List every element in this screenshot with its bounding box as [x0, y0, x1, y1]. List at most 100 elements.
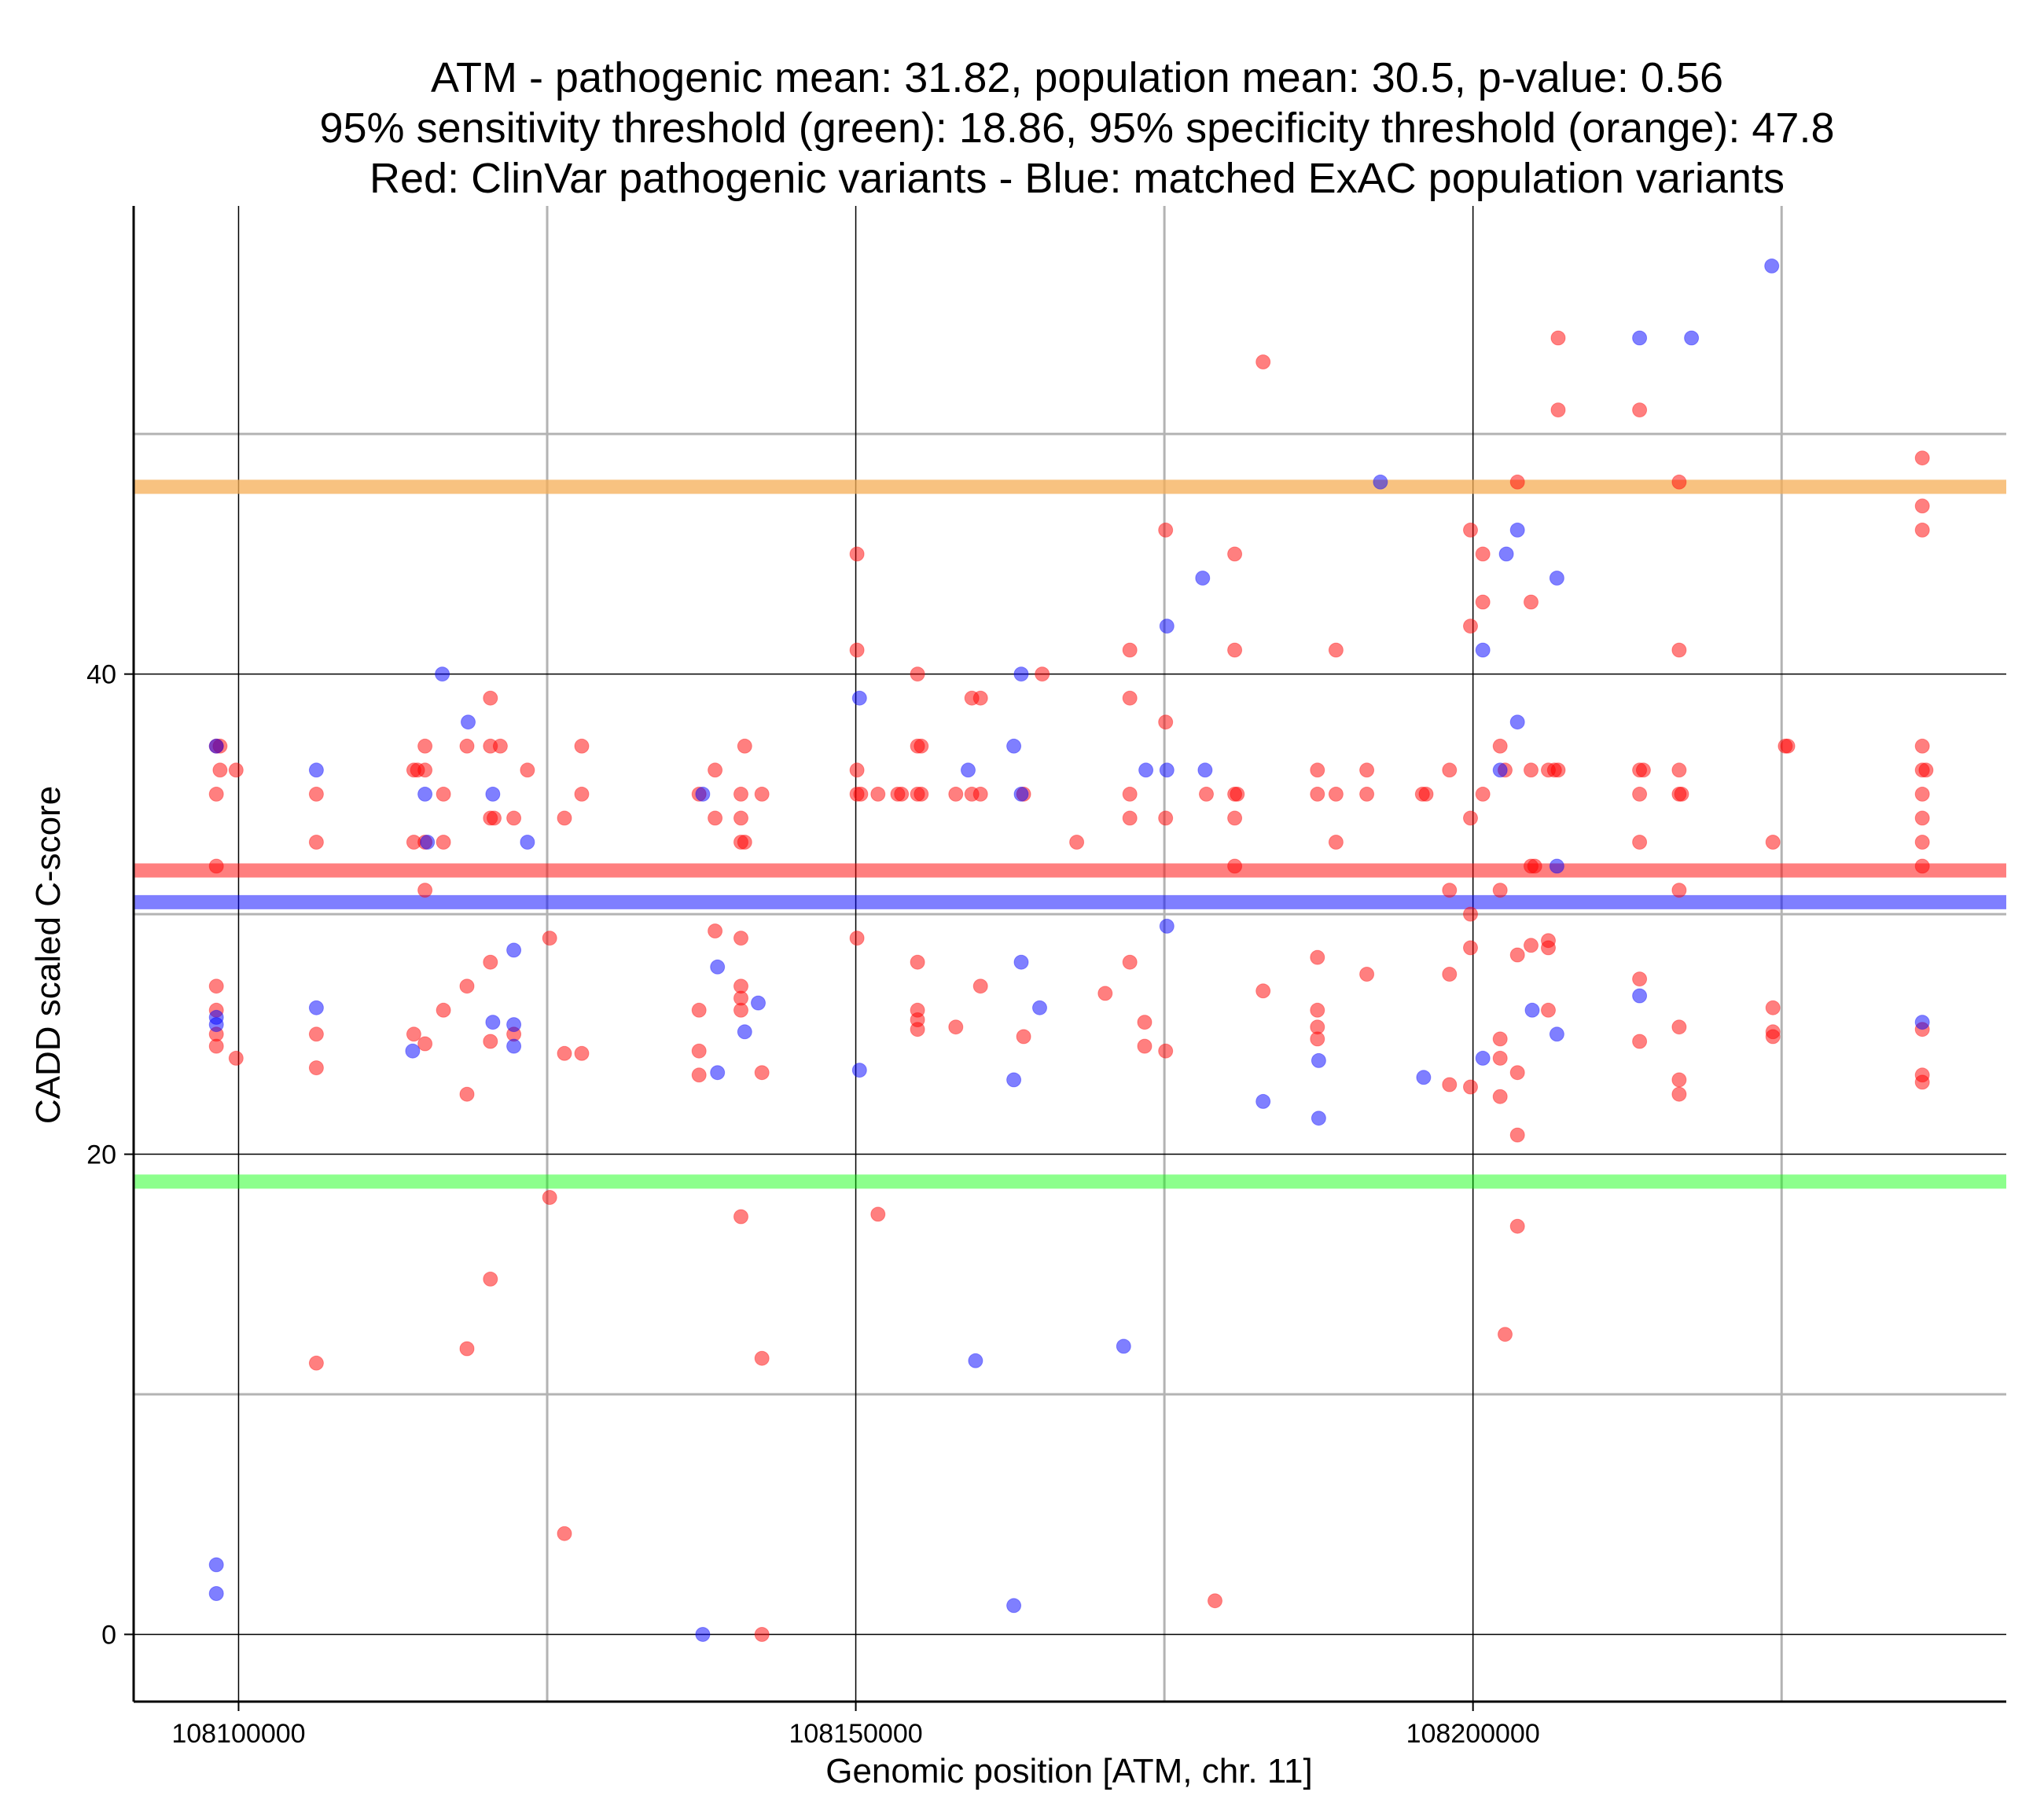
- pathogenic-point: [708, 924, 723, 938]
- pathogenic-point: [972, 786, 988, 802]
- population-point: [1684, 330, 1700, 346]
- pathogenic-point: [1097, 986, 1113, 1001]
- pathogenic-point: [1524, 938, 1539, 953]
- pathogenic-point: [483, 1271, 498, 1287]
- pathogenic-point: [849, 546, 865, 562]
- pathogenic-point: [737, 738, 752, 754]
- population-point: [417, 786, 433, 802]
- pathogenic-point: [1328, 786, 1344, 802]
- pathogenic-point: [308, 1355, 324, 1371]
- y-tick-label: 20: [86, 1140, 116, 1170]
- population-point: [1492, 762, 1508, 778]
- pathogenic-point: [691, 1043, 707, 1059]
- pathogenic-point: [436, 786, 451, 802]
- pathogenic-point: [1918, 762, 1934, 778]
- pathogenic-point: [1137, 1038, 1153, 1054]
- pathogenic-point: [1442, 762, 1458, 778]
- population-point: [1416, 1070, 1432, 1085]
- pathogenic-point: [1442, 967, 1458, 982]
- pathogenic-point: [849, 931, 865, 946]
- pathogenic-point: [870, 786, 886, 802]
- population-point: [1013, 786, 1029, 802]
- pathogenic-point: [1671, 1086, 1687, 1102]
- population-point: [208, 1557, 224, 1573]
- pathogenic-point: [1122, 786, 1138, 802]
- pathogenic-point: [459, 1341, 475, 1357]
- pathogenic-point: [228, 762, 244, 778]
- population-point: [308, 1000, 324, 1015]
- population-point: [851, 690, 867, 706]
- pathogenic-point: [754, 1065, 770, 1081]
- population-point: [506, 942, 522, 958]
- pathogenic-point: [417, 1036, 433, 1052]
- pathogenic-point: [1463, 522, 1478, 538]
- population-point: [751, 995, 766, 1011]
- pathogenic-point: [1632, 835, 1648, 850]
- x-axis-title: Genomic position [ATM, chr. 11]: [825, 1752, 1313, 1790]
- population-point: [1159, 619, 1175, 634]
- pathogenic-point: [1463, 940, 1478, 956]
- pathogenic-point: [574, 1045, 590, 1061]
- chart-title-line-2: 95% sensitivity threshold (green): 18.86…: [319, 105, 1835, 152]
- pathogenic-point: [308, 1026, 324, 1042]
- pathogenic-point: [1137, 1015, 1153, 1030]
- population-point: [485, 786, 501, 802]
- pathogenic-point: [754, 1627, 770, 1642]
- pathogenic-point: [972, 690, 988, 706]
- pathogenic-point: [1230, 786, 1245, 802]
- minor-gridlines: [134, 206, 2006, 1702]
- y-tick-label: 0: [101, 1620, 116, 1650]
- x-tick-label: 108200000: [1406, 1719, 1540, 1749]
- pathogenic-point: [849, 762, 865, 778]
- population-point: [1159, 762, 1175, 778]
- population-point: [695, 786, 711, 802]
- pathogenic-point: [1442, 883, 1458, 898]
- pathogenic-point: [228, 1050, 244, 1066]
- population-point: [1475, 642, 1491, 658]
- population-point: [1116, 1338, 1131, 1354]
- pathogenic-point: [208, 979, 224, 994]
- population-point: [1509, 522, 1525, 538]
- population-point: [1524, 1002, 1540, 1018]
- pathogenic-point: [1524, 594, 1539, 610]
- population-point: [1311, 1052, 1326, 1068]
- pathogenic-point: [459, 979, 475, 994]
- pathogenic-point: [1158, 522, 1174, 538]
- pathogenic-point: [1016, 1029, 1031, 1045]
- pathogenic-point: [1328, 642, 1344, 658]
- pathogenic-point: [1671, 1072, 1687, 1088]
- population-point: [1498, 546, 1514, 562]
- pathogenic-point: [1310, 786, 1325, 802]
- pathogenic-point: [1208, 1593, 1222, 1609]
- pathogenic-point: [1914, 450, 1930, 466]
- population-point: [1006, 1598, 1022, 1614]
- pathogenic-point: [1632, 786, 1648, 802]
- x-tick-label: 108100000: [171, 1719, 305, 1749]
- pathogenic-point: [1550, 762, 1566, 778]
- pathogenic-point: [542, 931, 557, 946]
- tick-labels: 108100000 108150000 108200000 0 20 40: [86, 660, 1540, 1749]
- population-point: [1032, 1000, 1047, 1015]
- pathogenic-point: [733, 810, 748, 826]
- pathogenic-point: [417, 738, 433, 754]
- pathogenic-point: [1765, 835, 1781, 850]
- population-point: [420, 835, 436, 850]
- pathogenic-point: [733, 786, 748, 802]
- population-point: [520, 835, 535, 850]
- pathogenic-point: [948, 786, 964, 802]
- pathogenic-point: [1509, 1127, 1525, 1143]
- pathogenic-point: [406, 1026, 421, 1042]
- pathogenic-point: [1475, 546, 1491, 562]
- pathogenic-point: [459, 738, 475, 754]
- pathogenic-point: [1550, 402, 1566, 418]
- pathogenic-point: [708, 762, 723, 778]
- pathogenic-point: [1328, 835, 1344, 850]
- pathogenic-point: [1122, 642, 1138, 658]
- pathogenic-point: [436, 1002, 451, 1018]
- population-point: [308, 762, 324, 778]
- population-point: [435, 666, 450, 682]
- pathogenic-point: [542, 1190, 557, 1205]
- population-point: [851, 1063, 867, 1078]
- pathogenic-point: [1035, 666, 1050, 682]
